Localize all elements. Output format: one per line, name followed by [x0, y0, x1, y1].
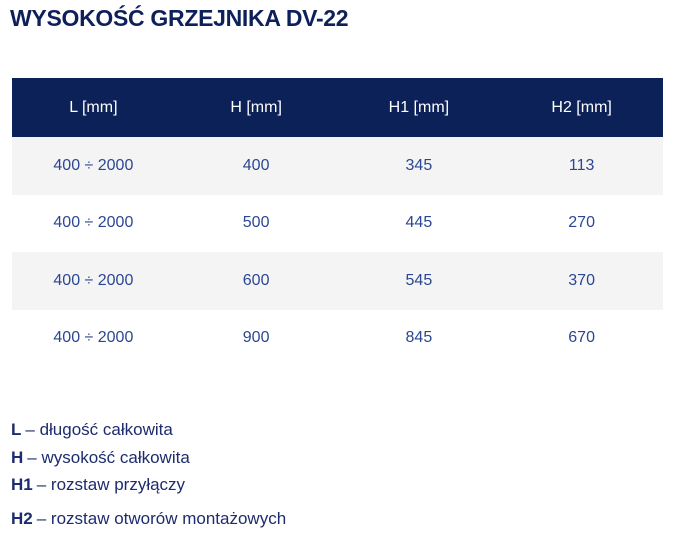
table-cell: 900 [242, 329, 270, 347]
table-cell: 400 ÷ 2000 [53, 156, 134, 174]
table-cell: 270 [568, 214, 595, 232]
table-cell: 400 ÷ 2000 [53, 214, 134, 232]
table-cell: 545 [405, 271, 433, 289]
radiator-height-table: L [mm] H [mm] H1 [mm] H2 [mm] 400 ÷ 2000… [12, 78, 663, 367]
table-cell: 500 [242, 214, 270, 232]
legend-term: L [11, 420, 22, 439]
table-row: 400 ÷ 2000 900 845 670 [12, 309, 663, 367]
legend-item-h: H – wysokość całkowita [11, 444, 286, 472]
legend-item-l: L – długość całkowita [11, 416, 286, 444]
table-cell: 845 [405, 329, 433, 347]
table-cell: 600 [242, 271, 270, 289]
table-cell: 400 [242, 156, 270, 174]
table-cell: 345 [405, 156, 433, 174]
table-header-row: L [mm] H [mm] H1 [mm] H2 [mm] [12, 78, 663, 137]
legend-term: H2 [11, 508, 33, 528]
column-header-h1: H1 [mm] [388, 98, 450, 116]
legend: L – długość całkowita H – wysokość całkowi… [11, 416, 286, 532]
table-cell: 400 ÷ 2000 [53, 329, 134, 347]
table-cell: 113 [568, 156, 595, 174]
table-cell: 370 [568, 271, 595, 289]
page-title: WYSOKOŚĆ GRZEJNIKA DV-22 [10, 5, 349, 31]
column-header-h2: H2 [mm] [551, 98, 612, 116]
legend-term: H1 [11, 475, 33, 494]
table-row: 400 ÷ 2000 600 545 370 [12, 252, 663, 310]
legend-item-h1: H1– rozstaw przyłączy [11, 471, 286, 499]
legend-item-h2: H2– rozstaw otworów montażowych [11, 505, 286, 533]
table-cell: 445 [405, 214, 433, 232]
legend-description: – rozstaw przyłączy [36, 475, 186, 494]
table-cell: 400 ÷ 2000 [53, 271, 134, 289]
legend-description: – długość całkowita [25, 420, 173, 439]
legend-description: – wysokość całkowita [27, 447, 190, 467]
legend-description: – rozstaw otworów montażowych [36, 508, 287, 528]
table-row: 400 ÷ 2000 400 345 113 [12, 137, 663, 195]
column-header-h: H [mm] [230, 98, 282, 116]
table-cell: 670 [568, 329, 595, 347]
table-row: 400 ÷ 2000 500 445 270 [12, 194, 663, 252]
legend-term: H [11, 447, 24, 467]
column-header-l: L [mm] [69, 98, 118, 116]
